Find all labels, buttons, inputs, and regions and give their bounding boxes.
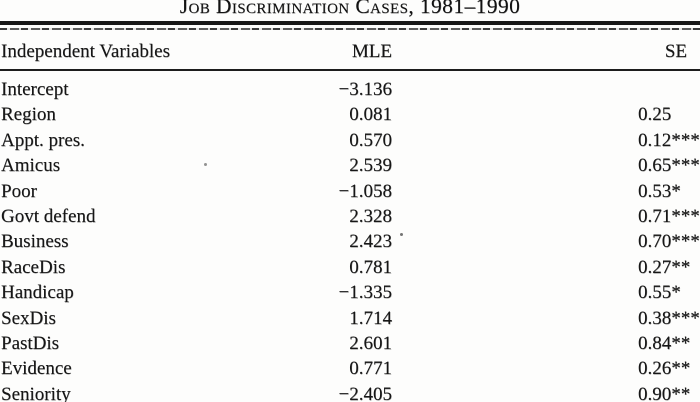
column-header-se: SE bbox=[392, 31, 700, 71]
column-header-independent-variables: Independent Variables bbox=[0, 31, 240, 71]
se-cell: 0.84** bbox=[638, 333, 691, 355]
variable-cell: Evidence bbox=[1, 358, 72, 380]
mle-cell: 2.539 bbox=[349, 155, 392, 177]
mle-cell: 2.601 bbox=[349, 333, 392, 355]
se-cell: 0.27** bbox=[638, 256, 691, 278]
title-rule-thick bbox=[0, 21, 700, 25]
table-row: Appt. pres. 0.570 0.12*** bbox=[0, 128, 700, 153]
mle-cell: 0.781 bbox=[349, 256, 392, 278]
se-cell: 0.26** bbox=[638, 358, 691, 380]
table-row: Amicus 2.539 0.65*** bbox=[0, 153, 700, 178]
variable-cell: SexDis bbox=[1, 307, 56, 329]
variable-cell: Seniority bbox=[1, 383, 71, 402]
table-row: Evidence 0.771 0.26** bbox=[0, 356, 700, 381]
regression-results-table: Independent Variables MLE SE Intercept −… bbox=[0, 31, 700, 402]
se-cell: 0.65*** bbox=[638, 155, 700, 177]
se-cell bbox=[392, 70, 700, 102]
variable-cell: Appt. pres. bbox=[1, 129, 85, 151]
scan-speckle bbox=[204, 163, 207, 166]
table-row: Govt defend 2.328 0.71*** bbox=[0, 204, 700, 229]
mle-cell: −3.136 bbox=[338, 79, 392, 100]
variable-cell: Poor bbox=[1, 180, 37, 202]
se-cell: 0.53* bbox=[638, 180, 681, 202]
mle-cell: 2.423 bbox=[349, 231, 392, 253]
table-row: Handicap −1.335 0.55* bbox=[0, 280, 700, 305]
mle-cell: 0.570 bbox=[349, 129, 392, 151]
variable-cell: Govt defend bbox=[1, 206, 96, 228]
table-row: SexDis 1.714 0.38*** bbox=[0, 306, 700, 331]
scan-speckle bbox=[400, 233, 403, 236]
mle-cell: 0.771 bbox=[349, 358, 392, 380]
mle-cell: −2.405 bbox=[338, 383, 392, 402]
variable-cell: Business bbox=[1, 231, 69, 253]
mle-cell: 0.081 bbox=[349, 104, 392, 126]
mle-cell: 1.714 bbox=[349, 307, 392, 329]
table-row: PastDis 2.601 0.84** bbox=[0, 331, 700, 356]
table-header-row: Independent Variables MLE SE bbox=[0, 31, 700, 71]
se-cell: 0.71*** bbox=[638, 206, 700, 228]
variable-cell: Region bbox=[1, 104, 56, 126]
se-cell: 0.12*** bbox=[638, 129, 700, 151]
table-row: Business 2.423 0.70*** bbox=[0, 229, 700, 254]
table-row: Poor −1.058 0.53* bbox=[0, 179, 700, 204]
column-header-mle: MLE bbox=[240, 31, 392, 71]
table-row: Intercept −3.136 bbox=[0, 70, 700, 102]
se-cell: 0.25 bbox=[638, 104, 672, 126]
variable-cell: RaceDis bbox=[1, 256, 66, 278]
se-cell: 0.90** bbox=[638, 383, 691, 402]
title-rule-scan-noise bbox=[0, 27, 700, 30]
table-row: RaceDis 0.781 0.27** bbox=[0, 255, 700, 280]
variable-cell: Amicus bbox=[1, 155, 61, 177]
se-cell: 0.38*** bbox=[638, 307, 700, 329]
mle-cell: −1.058 bbox=[338, 180, 392, 202]
mle-cell: 2.328 bbox=[349, 206, 392, 228]
table-row: Seniority −2.405 0.90** bbox=[0, 382, 700, 402]
variable-cell: PastDis bbox=[1, 333, 60, 355]
mle-cell: −1.335 bbox=[338, 282, 392, 304]
table-title: Job Discrimination Cases, 1981–1990 bbox=[179, 0, 521, 18]
variable-cell: Intercept bbox=[1, 79, 69, 100]
se-cell: 0.55* bbox=[638, 282, 681, 304]
variable-cell: Handicap bbox=[1, 282, 74, 304]
se-cell: 0.70*** bbox=[638, 231, 700, 253]
table-row: Region 0.081 0.25 bbox=[0, 102, 700, 127]
